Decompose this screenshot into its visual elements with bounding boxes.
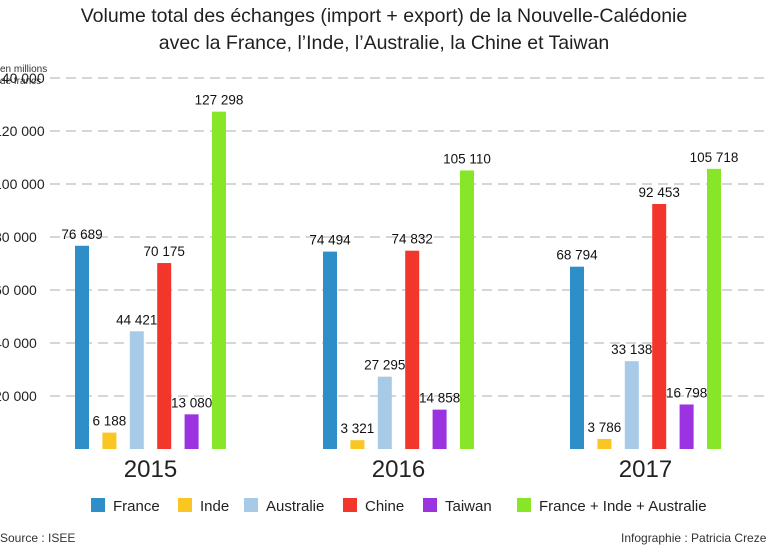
bar-inde-2017	[597, 438, 612, 449]
legend-swatch	[91, 498, 105, 512]
y-tick-label: 40 000	[0, 335, 37, 351]
bar-chine-2015	[157, 263, 172, 449]
data-label: 105 718	[690, 150, 739, 165]
bar-taiwan-2015	[184, 414, 199, 449]
legend-swatch	[517, 498, 531, 512]
legend-label: France	[113, 498, 160, 515]
legend-label: Taiwan	[445, 498, 492, 515]
x-tick-label: 2015	[124, 456, 177, 483]
data-label: 27 295	[364, 358, 405, 373]
data-label: 3 321	[341, 421, 375, 436]
data-label: 68 794	[556, 248, 598, 263]
legend-swatch	[178, 498, 192, 512]
data-label: 74 832	[392, 232, 433, 247]
y-tick-label: 140 000	[0, 70, 45, 86]
x-tick-label: 2016	[372, 456, 425, 483]
legend-swatch	[343, 498, 357, 512]
bar-france-2017	[570, 266, 584, 449]
legend-label: Australie	[266, 498, 324, 515]
bar-france-inde-australie-2017	[707, 168, 721, 450]
y-tick-label: 20 000	[0, 388, 37, 404]
data-label: 74 494	[309, 233, 351, 248]
chart-subtitle: avec la France, l’Inde, l’Australie, la …	[158, 32, 610, 54]
bar-australie-2015	[129, 331, 144, 449]
data-label: 105 110	[443, 151, 491, 166]
y-tick-label: 100 000	[0, 176, 45, 192]
bar-australie-2017	[624, 361, 639, 449]
bar-france-2016	[323, 251, 337, 449]
bar-inde-2016	[350, 440, 365, 449]
source-note: Source : ISEE	[0, 531, 76, 545]
data-label: 44 421	[116, 312, 157, 327]
data-label: 33 138	[611, 342, 652, 357]
bar-france-inde-australie-2015	[212, 111, 226, 449]
bar-chine-2016	[405, 250, 420, 449]
bar-france-2015	[75, 245, 89, 449]
y-tick-label: 80 000	[0, 229, 37, 245]
bar-taiwan-2016	[432, 409, 447, 449]
x-tick-label: 2017	[619, 456, 672, 483]
data-label: 14 858	[419, 391, 460, 406]
legend-swatch	[423, 498, 437, 512]
y-tick-label: 120 000	[0, 123, 45, 139]
data-label: 127 298	[195, 93, 244, 108]
data-label: 6 188	[93, 414, 127, 429]
data-label: 3 786	[588, 420, 622, 435]
legend-label: Chine	[365, 498, 404, 515]
legend-label: Inde	[200, 498, 229, 515]
legend-swatch	[244, 498, 258, 512]
credit-note: Infographie : Patricia Creze	[621, 531, 767, 545]
data-label: 92 453	[639, 185, 680, 200]
y-unit-label-line1: en millions	[0, 64, 48, 75]
bar-inde-2015	[102, 432, 117, 449]
data-label: 70 175	[144, 244, 185, 259]
bar-australie-2016	[377, 376, 392, 449]
legend-label: France + Inde + Australie	[539, 498, 707, 515]
chart-title: Volume total des échanges (import + expo…	[80, 5, 688, 27]
data-label: 76 689	[61, 227, 102, 242]
bar-taiwan-2017	[679, 404, 694, 449]
data-label: 13 080	[171, 395, 212, 410]
y-tick-label: 60 000	[0, 282, 37, 298]
bar-france-inde-australie-2016	[460, 170, 474, 449]
data-label: 16 798	[666, 385, 707, 400]
bar-chine-2017	[652, 203, 667, 449]
y-unit-label-line2: de francs	[0, 76, 42, 87]
